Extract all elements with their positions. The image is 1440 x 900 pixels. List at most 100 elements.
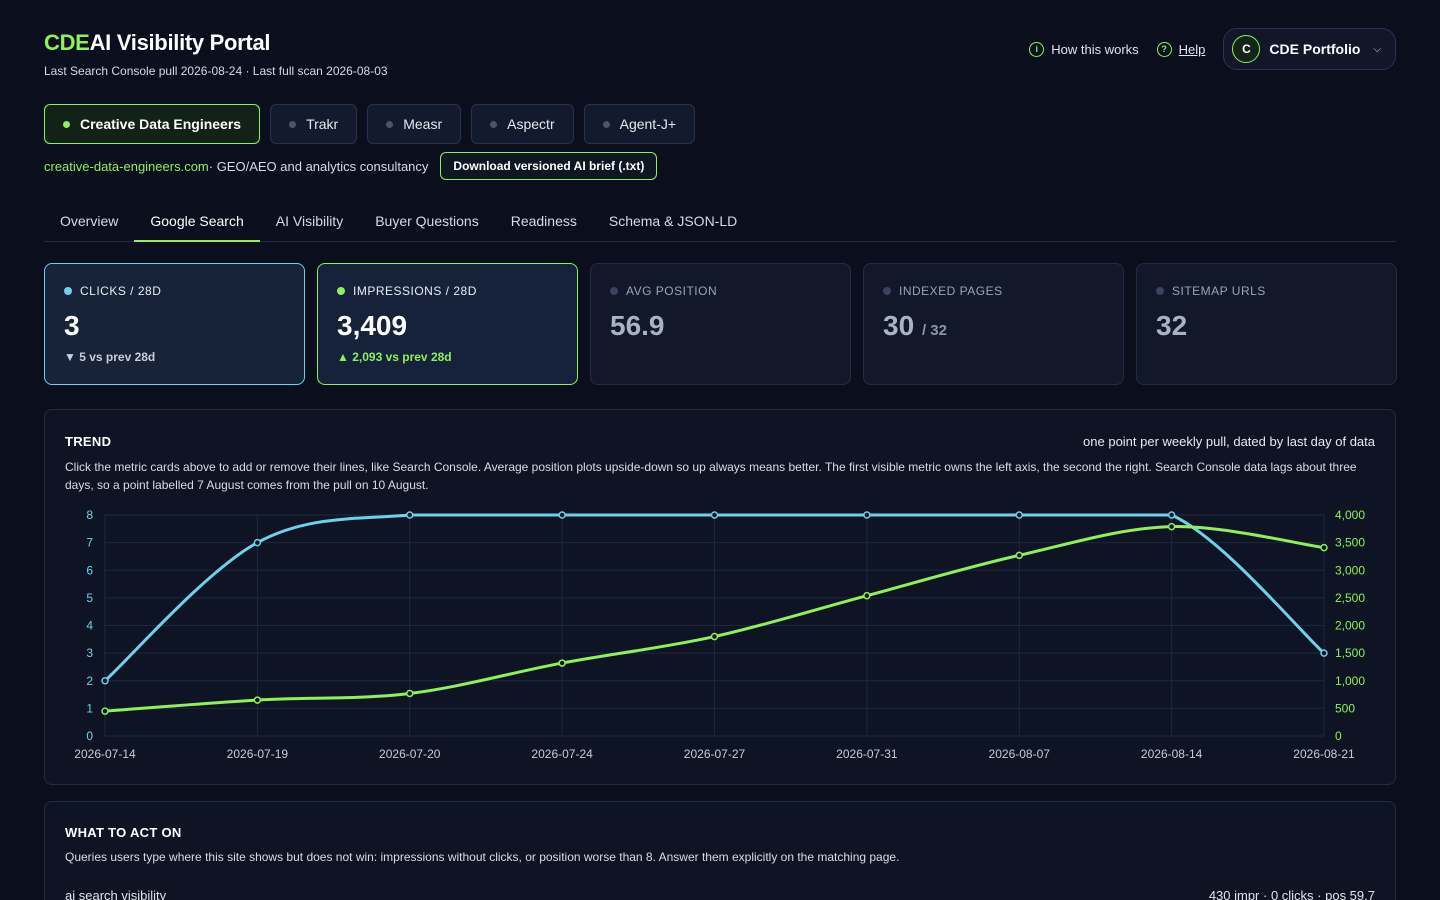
site-selector: Creative Data Engineers Trakr Measr Aspe… (44, 104, 696, 144)
x-tick-label: 2026-07-31 (836, 747, 898, 761)
how-this-works-label: How this works (1051, 41, 1139, 57)
x-tick-label: 2026-07-19 (227, 747, 289, 761)
query-stats: 430 impr · 0 clicks · pos 59.7 (1208, 888, 1375, 900)
site-info: creative-data-engineers.com · GEO/AEO an… (44, 152, 658, 180)
metric-card-indexed-pages[interactable]: INDEXED PAGES 30 / 32 (863, 263, 1124, 385)
y-left-tick-label: 1 (86, 701, 93, 715)
tab-google-search[interactable]: Google Search (134, 201, 260, 242)
clicks-data-point (863, 511, 871, 519)
query-text: ai search visibility (65, 888, 167, 900)
impressions-data-point (710, 632, 719, 641)
y-right-tick-label: 2,000 (1335, 619, 1365, 633)
top-actions: i How this works ? Help C CDE Portfolio … (1029, 28, 1396, 70)
clicks-data-point (558, 511, 566, 519)
y-right-tick-label: 3,500 (1335, 536, 1365, 550)
download-ai-brief-button[interactable]: Download versioned AI brief (.txt) (440, 152, 658, 180)
metric-label-row: SITEMAP URLS (1156, 284, 1396, 298)
impressions-data-point (1320, 543, 1328, 552)
series-dot-icon (337, 287, 345, 295)
tab-overview[interactable]: Overview (60, 213, 119, 229)
clicks-data-point (101, 677, 109, 685)
portfolio-switcher[interactable]: C CDE Portfolio ⌵ (1223, 28, 1396, 70)
act-description: Queries users type where this site shows… (65, 850, 900, 864)
metric-card-clicks[interactable]: CLICKS / 28D 3 ▼ 5 vs prev 28d (44, 263, 305, 385)
help-link[interactable]: ? Help (1156, 41, 1206, 57)
clicks-data-point (1167, 511, 1176, 519)
impressions-data-point (1167, 522, 1176, 531)
site-domain-link[interactable]: creative-data-engineers.com (44, 158, 209, 174)
impressions-data-point (558, 659, 566, 667)
x-tick-label: 2026-07-24 (531, 747, 593, 761)
site-chip-measr[interactable]: Measr (367, 104, 462, 144)
status-dot-icon (289, 120, 297, 128)
x-tick-label: 2026-08-07 (989, 747, 1051, 761)
metric-label: IMPRESSIONS / 28D (353, 284, 477, 298)
x-tick-label: 2026-07-27 (684, 747, 746, 761)
site-chip-label: Creative Data Engineers (80, 116, 242, 132)
status-dot-icon (490, 120, 498, 128)
site-chip-aspectr[interactable]: Aspectr (471, 104, 574, 144)
metric-value: 3 (64, 310, 80, 341)
y-right-tick-label: 1,500 (1335, 646, 1365, 660)
y-left-tick-label: 6 (86, 563, 93, 577)
x-tick-label: 2026-08-14 (1141, 747, 1203, 761)
y-left-tick-label: 0 (86, 729, 93, 743)
last-pull-info: Last Search Console pull 2026-08-24 · La… (44, 64, 388, 78)
site-chip-agent-j[interactable]: Agent-J+ (583, 104, 696, 144)
metric-card-avg-position[interactable]: AVG POSITION 56.9 (590, 263, 851, 385)
series-dot-icon (610, 287, 618, 295)
portfolio-name: CDE Portfolio (1269, 41, 1361, 57)
info-icon: i (1029, 41, 1045, 57)
trend-note: one point per weekly pull, dated by last… (1083, 434, 1375, 449)
metric-card-sitemap-urls[interactable]: SITEMAP URLS 32 (1136, 263, 1397, 385)
series-dot-icon (1156, 287, 1164, 295)
trend-panel: TREND one point per weekly pull, dated b… (44, 409, 1396, 785)
tab-buyer-questions[interactable]: Buyer Questions (375, 213, 479, 229)
y-right-tick-label: 0 (1335, 729, 1342, 743)
impressions-data-point (253, 696, 262, 704)
metric-card-impressions[interactable]: IMPRESSIONS / 28D 3,409 ▲ 2,093 vs prev … (317, 263, 578, 385)
y-right-tick-label: 500 (1335, 701, 1355, 715)
avatar: C (1232, 35, 1261, 63)
y-left-tick-label: 5 (86, 591, 93, 605)
tab-readiness[interactable]: Readiness (510, 213, 577, 229)
y-left-tick-label: 4 (86, 619, 93, 633)
trend-description: Click the metric cards above to add or r… (65, 460, 1357, 492)
x-tick-label: 2026-08-21 (1293, 747, 1355, 761)
site-chip-creative-data-engineers[interactable]: Creative Data Engineers (44, 104, 261, 144)
query-row[interactable]: ai search visibility 430 impr · 0 clicks… (65, 888, 1375, 900)
trend-chart: 0 1 2 3 4 5 6 7 8 0 500 1,000 1,500 2,000 2,500 3,000 3,… (74, 508, 1365, 761)
clicks-data-point (253, 538, 262, 547)
tab-bar: Overview Google Search AI Visibility Buy… (44, 202, 1396, 242)
site-chip-trakr[interactable]: Trakr (270, 104, 358, 144)
site-chip-label: Measr (403, 116, 443, 132)
metric-label-row: CLICKS / 28D (64, 284, 304, 298)
what-to-act-on-panel: WHAT TO ACT ON Queries users type where … (44, 801, 1396, 900)
clicks-data-point (1320, 649, 1328, 657)
metric-value: 56.9 (610, 310, 665, 341)
tab-ai-visibility[interactable]: AI Visibility (275, 213, 344, 229)
tab-schema-json-ld[interactable]: Schema & JSON-LD (608, 213, 738, 229)
site-description: · GEO/AEO and analytics consultancy (208, 158, 429, 174)
impressions-data-point (863, 591, 871, 600)
brand-accent: CDE (44, 30, 90, 55)
y-left-tick-label: 3 (86, 646, 93, 660)
site-chip-label: Trakr (306, 116, 339, 132)
metric-label: SITEMAP URLS (1172, 284, 1266, 298)
x-tick-label: 2026-07-14 (74, 747, 136, 761)
metric-label-row: INDEXED PAGES (883, 284, 1123, 298)
series-dot-icon (64, 287, 72, 295)
header: CDEAI Visibility Portal Last Search Cons… (44, 30, 388, 78)
clicks-data-point (1015, 511, 1023, 519)
clicks-data-point (406, 511, 414, 519)
site-chip-label: Agent-J+ (619, 116, 677, 132)
metric-value: 30 (883, 310, 915, 341)
metric-label-row: IMPRESSIONS / 28D (337, 284, 577, 298)
impressions-data-point (101, 707, 109, 715)
metric-label: AVG POSITION (626, 284, 718, 298)
chevron-down-icon: ⌵ (1373, 43, 1381, 55)
help-label: Help (1178, 41, 1206, 57)
y-right-tick-label: 2,500 (1335, 591, 1365, 605)
how-this-works-link[interactable]: i How this works (1029, 41, 1139, 57)
metric-value: 32 (1156, 310, 1188, 341)
